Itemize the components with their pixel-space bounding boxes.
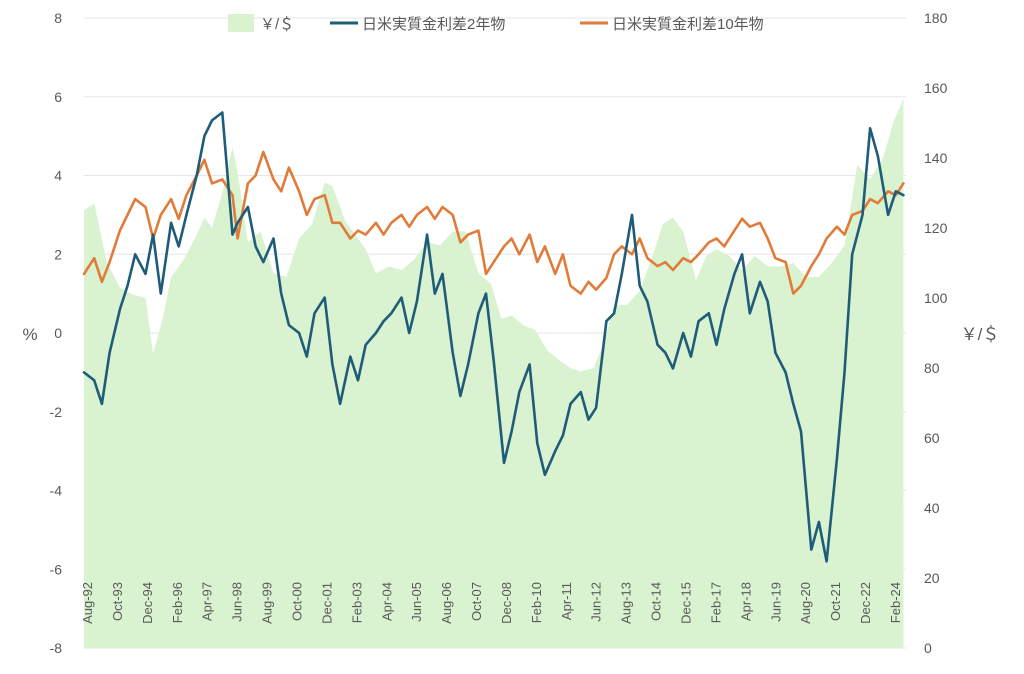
x-tick-label-3: Feb-96: [170, 582, 185, 623]
legend-label-yen-dollar: ￥/＄: [260, 16, 294, 33]
x-tick-label-9: Feb-03: [349, 582, 364, 623]
left-axis-ticks: 8 6 4 2 0 -2 -4 -6 -8: [50, 10, 63, 656]
left-axis-title: %: [22, 325, 37, 344]
left-tick-label-4: 0: [54, 325, 62, 341]
right-tick-label-1: 160: [924, 80, 948, 96]
x-tick-label-15: Feb-10: [529, 582, 544, 623]
x-tick-label-13: Oct-07: [469, 582, 484, 621]
x-tick-label-10: Apr-04: [379, 582, 394, 621]
x-tick-label-19: Oct-14: [649, 582, 664, 621]
left-tick-label-1: 6: [54, 89, 62, 105]
right-tick-label-0: 180: [924, 10, 948, 26]
x-tick-label-20: Dec-15: [679, 582, 694, 624]
x-tick-label-16: Apr-11: [559, 582, 574, 620]
x-tick-label-7: Oct-00: [290, 582, 305, 621]
x-tick-label-5: Jun-98: [230, 582, 245, 622]
x-tick-label-12: Aug-06: [439, 582, 454, 624]
x-axis-ticks: Aug-92 Oct-93 Dec-94 Feb-96 Apr-97 Jun-98 Aug-…: [80, 582, 903, 624]
right-tick-label-8: 20: [924, 570, 940, 586]
left-tick-label-5: -2: [50, 404, 63, 420]
legend-label-10y: 日米実質金利差10年物: [612, 15, 764, 33]
x-tick-label-14: Dec-08: [499, 582, 514, 624]
rate-diff-lines: [82, 111, 905, 563]
right-axis-title: ￥/＄: [961, 325, 1000, 344]
left-tick-label-6: -4: [50, 483, 63, 499]
legend: ￥/＄ 日米実質金利差2年物 日米実質金利差10年物: [228, 14, 764, 33]
x-tick-label-22: Apr-18: [738, 582, 753, 621]
x-tick-label-2: Dec-94: [140, 582, 155, 624]
left-tick-label-2: 4: [54, 168, 62, 184]
x-tick-label-1: Oct-93: [110, 582, 125, 621]
x-tick-label-8: Dec-01: [319, 582, 334, 624]
series-10y-line: [82, 150, 905, 295]
series-2y-line: [82, 111, 905, 563]
left-tick-label-8: -8: [50, 640, 63, 656]
right-tick-label-6: 60: [924, 430, 940, 446]
x-tick-label-18: Aug-13: [619, 582, 634, 624]
right-tick-label-3: 120: [924, 220, 948, 236]
x-tick-label-25: Oct-21: [828, 582, 843, 621]
right-axis-ticks: 180 160 140 120 100 80 60 40 20 0: [924, 10, 948, 656]
x-tick-label-26: Dec-22: [858, 582, 873, 624]
right-tick-label-7: 40: [924, 500, 940, 516]
x-tick-label-11: Jun-05: [409, 582, 424, 622]
x-tick-label-6: Aug-99: [260, 582, 275, 624]
x-tick-label-21: Feb-17: [708, 582, 723, 623]
right-tick-label-5: 80: [924, 360, 940, 376]
left-tick-label-7: -6: [50, 561, 63, 577]
x-tick-label-4: Apr-97: [200, 582, 215, 621]
left-tick-label-3: 2: [54, 246, 62, 262]
x-tick-label-24: Aug-20: [798, 582, 813, 624]
x-tick-label-0: Aug-92: [80, 582, 95, 624]
x-tick-label-27: Feb-24: [888, 582, 903, 623]
right-tick-label-9: 0: [924, 640, 932, 656]
left-tick-label-0: 8: [54, 10, 62, 26]
right-tick-label-2: 140: [924, 150, 948, 166]
legend-swatch-yen-dollar: [228, 14, 254, 32]
right-tick-label-4: 100: [924, 290, 948, 306]
x-tick-label-23: Jun-19: [768, 582, 783, 622]
x-tick-label-17: Jun-12: [589, 582, 604, 622]
legend-label-2y: 日米実質金利差2年物: [362, 15, 505, 33]
